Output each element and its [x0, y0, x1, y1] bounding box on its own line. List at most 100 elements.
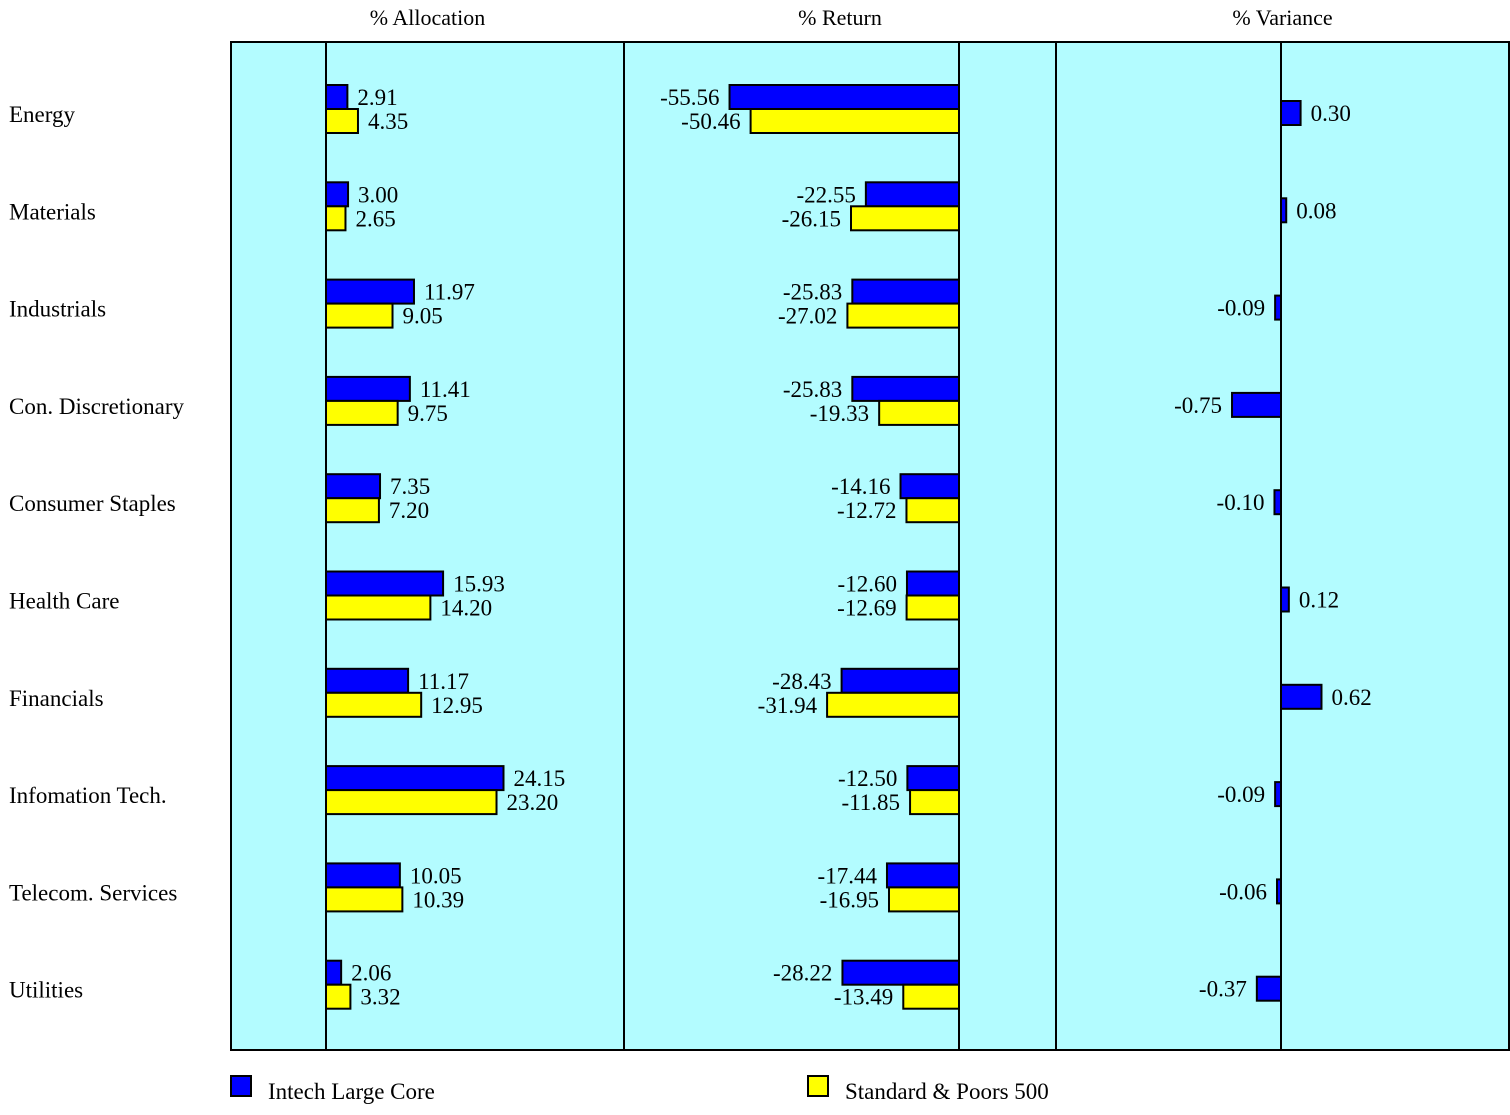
data-label: 9.05	[403, 304, 443, 329]
category-label: Materials	[9, 199, 96, 224]
bar-intech	[1255, 975, 1282, 1002]
bar-sp500	[325, 399, 399, 426]
bar-intech	[840, 667, 961, 694]
bar-intech	[325, 765, 505, 792]
data-label: 10.39	[412, 887, 464, 912]
panel-title: % Variance	[1232, 5, 1332, 30]
category-label: Energy	[9, 102, 76, 127]
data-label: 2.91	[357, 85, 397, 110]
bar-intech	[1274, 294, 1283, 321]
bar-intech	[841, 959, 961, 986]
bar-intech	[905, 570, 960, 597]
bar-intech	[906, 765, 960, 792]
data-label: 3.00	[358, 182, 398, 207]
bar-sp500	[325, 789, 498, 816]
data-label: -31.94	[758, 693, 818, 718]
data-label: -17.44	[818, 863, 878, 888]
bar-sp500	[909, 789, 961, 816]
data-label: 15.93	[453, 572, 505, 597]
bar-sp500	[325, 886, 404, 913]
panel-0-background	[230, 41, 625, 1051]
data-label: 0.08	[1296, 198, 1336, 223]
bar-intech	[325, 570, 445, 597]
bar-intech	[1274, 781, 1283, 808]
bar-intech	[1280, 197, 1288, 224]
data-label: 9.75	[408, 401, 448, 426]
legend-label: Standard & Poors 500	[845, 1079, 1049, 1104]
data-label: -12.69	[837, 596, 896, 621]
category-label: Consumer Staples	[9, 491, 176, 516]
category-label: Con. Discretionary	[9, 394, 185, 419]
bar-intech	[325, 375, 411, 402]
data-label: -14.16	[831, 474, 890, 499]
data-label: -0.09	[1217, 782, 1265, 807]
data-label: -26.15	[782, 206, 841, 231]
data-label: 4.35	[368, 109, 408, 134]
data-label: -55.56	[660, 85, 719, 110]
panel-title: % Return	[798, 5, 882, 30]
data-label: -12.50	[838, 766, 897, 791]
category-label: Industrials	[9, 297, 106, 322]
data-label: -11.85	[841, 790, 900, 815]
data-label: -19.33	[810, 401, 869, 426]
data-label: -27.02	[778, 304, 837, 329]
bar-sp500	[826, 691, 961, 718]
panel-title: % Allocation	[370, 5, 485, 30]
bar-intech	[1280, 683, 1323, 710]
bar-intech	[1280, 100, 1302, 126]
bar-intech	[851, 375, 960, 402]
data-label: 23.20	[507, 790, 559, 815]
bar-sp500	[905, 594, 960, 621]
data-label: 24.15	[514, 766, 566, 791]
data-label: -0.06	[1219, 879, 1267, 904]
category-label: Telecom. Services	[9, 880, 177, 905]
bar-intech	[1231, 391, 1283, 418]
data-label: 14.20	[440, 596, 492, 621]
panels-layer	[230, 41, 1510, 1051]
legend: Intech Large Core Standard & Poors 500	[230, 1075, 1049, 1104]
data-label: 2.06	[351, 961, 391, 986]
bar-sp500	[846, 302, 961, 329]
data-label: 2.65	[355, 206, 395, 231]
data-label: -0.37	[1199, 977, 1247, 1002]
bar-sp500	[325, 497, 380, 524]
data-label: 7.35	[390, 474, 430, 499]
bar-sp500	[325, 691, 423, 718]
panel-1-background	[623, 41, 1057, 1051]
category-label: Infomation Tech.	[9, 783, 167, 808]
data-label: -0.75	[1174, 393, 1222, 418]
data-label: -12.72	[837, 498, 896, 523]
bar-intech	[864, 181, 961, 208]
bar-sp500	[878, 399, 961, 426]
bar-sp500	[325, 983, 352, 1010]
data-label: 7.20	[389, 498, 429, 523]
data-label: 0.12	[1299, 588, 1339, 613]
data-label: -25.83	[783, 377, 842, 402]
bar-intech	[325, 84, 349, 110]
category-label: Health Care	[9, 589, 119, 614]
bar-intech	[851, 278, 960, 305]
panel-2-background	[1055, 41, 1510, 1051]
bar-intech	[728, 84, 960, 110]
bar-sp500	[905, 497, 960, 524]
bar-sp500	[850, 205, 960, 232]
data-label: -16.95	[820, 887, 879, 912]
bar-intech	[325, 959, 343, 986]
bar-sp500	[325, 205, 347, 232]
data-label: -22.55	[796, 182, 855, 207]
data-label: -12.60	[838, 572, 897, 597]
bar-intech	[325, 181, 350, 208]
bar-intech	[1280, 586, 1290, 613]
data-label: -0.10	[1217, 490, 1265, 515]
bar-sp500	[325, 302, 394, 329]
data-label: 11.41	[420, 377, 471, 402]
bar-intech	[899, 473, 961, 500]
bar-sp500	[325, 594, 432, 621]
bar-sp500	[749, 108, 961, 134]
bar-intech	[885, 862, 960, 889]
data-label: 10.05	[410, 863, 462, 888]
data-label: -13.49	[834, 985, 893, 1010]
bar-intech	[325, 473, 382, 500]
data-label: 11.97	[424, 280, 475, 305]
